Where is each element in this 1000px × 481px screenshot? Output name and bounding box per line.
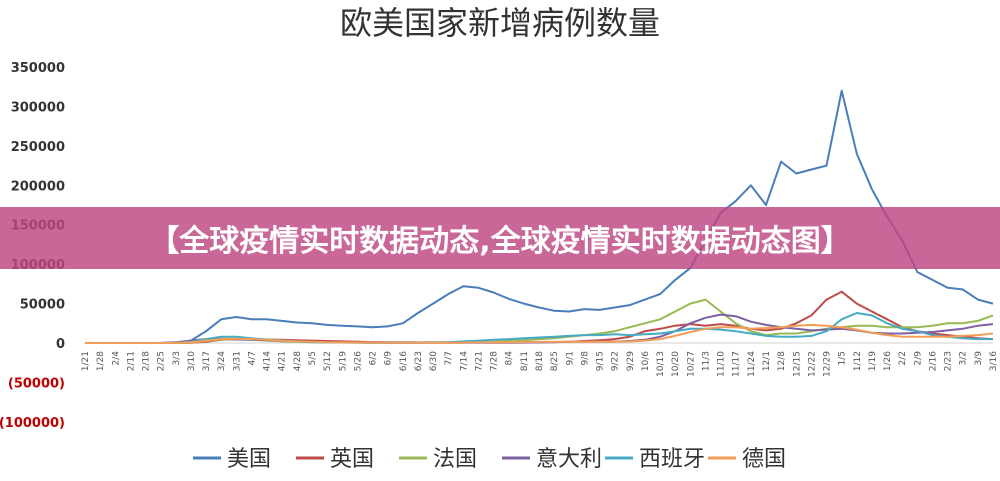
x-tick-label: 1/21 [81, 351, 91, 371]
x-tick-label: 8/11 [520, 351, 530, 371]
x-tick-label: 12/1 [762, 351, 772, 371]
x-tick-label: 7/14 [459, 351, 469, 371]
x-tick-label: 2/16 [928, 351, 938, 371]
y-tick-label: 350000 [11, 61, 65, 76]
x-tick-label: 3/9 [974, 351, 984, 366]
legend-label: 德国 [742, 447, 786, 472]
x-tick-label: 5/5 [308, 351, 318, 365]
x-tick-label: 3/3 [172, 351, 182, 365]
x-tick-label: 1/19 [868, 351, 878, 371]
x-tick-label: 11/24 [747, 351, 757, 377]
series-line-5 [85, 312, 993, 344]
x-tick-label: 1/28 [96, 351, 106, 371]
y-tick-label: 200000 [11, 179, 65, 194]
y-tick-label: 50000 [20, 298, 65, 313]
x-axis-labels: 1/21 1/28 2/4 2/11 2/18 2/25 3/3 3/10 3/17 3/24 3/… [81, 351, 999, 377]
banner-text: 【全球疫情实时数据动态,全球疫情实时数据动态图】 [149, 224, 851, 259]
x-tick-label: 1/12 [853, 351, 863, 371]
x-tick-label: 2/9 [913, 351, 923, 366]
x-tick-label: 2/11 [126, 351, 136, 371]
x-tick-label: 9/1 [565, 351, 575, 365]
legend-label: 英国 [330, 447, 374, 472]
series-lines [85, 89, 994, 344]
series-line-1 [85, 89, 994, 344]
legend: 美国 英国 法国 意大利 西班牙 德国 [193, 447, 786, 472]
y-tick-label: (50000) [8, 376, 65, 391]
x-tick-label: 9/22 [611, 351, 621, 371]
x-tick-label: 10/6 [641, 351, 651, 371]
y-tick-label: 300000 [11, 100, 65, 115]
x-tick-label: 6/2 [369, 351, 379, 365]
x-tick-label: 5/12 [323, 351, 333, 371]
x-tick-label: 4/28 [293, 351, 303, 371]
x-tick-label: 7/28 [490, 351, 500, 371]
x-tick-label: 4/7 [247, 351, 257, 365]
x-tick-label: 2/18 [142, 351, 152, 371]
legend-label: 西班牙 [639, 447, 705, 472]
x-tick-label: 1/5 [838, 351, 848, 365]
x-tick-label: 10/13 [656, 351, 666, 377]
x-tick-label: 11/10 [717, 351, 727, 377]
y-tick-label: (100000) [0, 416, 65, 431]
x-tick-label: 6/30 [429, 351, 439, 371]
x-tick-label: 4/21 [278, 351, 288, 371]
x-tick-label: 3/31 [232, 351, 242, 371]
x-tick-label: 11/17 [732, 351, 742, 377]
x-tick-label: 2/25 [157, 351, 167, 371]
x-tick-label: 8/4 [505, 351, 515, 366]
x-tick-label: 12/15 [792, 351, 802, 377]
x-tick-label: 5/19 [338, 351, 348, 371]
x-tick-label: 9/29 [626, 351, 636, 371]
x-tick-label: 3/24 [217, 351, 227, 371]
x-tick-label: 10/20 [671, 351, 681, 377]
x-tick-label: 6/23 [414, 351, 424, 371]
series-line-2 [85, 290, 994, 344]
x-tick-label: 10/27 [686, 351, 696, 377]
x-tick-label: 1/26 [883, 351, 893, 371]
x-tick-label: 9/15 [596, 351, 606, 371]
legend-label: 美国 [227, 447, 271, 472]
series-line-6 [85, 323, 994, 344]
x-tick-label: 8/18 [535, 351, 545, 371]
y-tick-label: 250000 [11, 140, 65, 155]
x-tick-label: 12/8 [777, 351, 787, 371]
overlay-banner: 【全球疫情实时数据动态,全球疫情实时数据动态图】 [0, 207, 1000, 269]
chart-title: 欧美国家新增病例数量 [340, 4, 660, 42]
x-tick-label: 4/14 [263, 351, 273, 371]
x-tick-label: 2/2 [898, 351, 908, 365]
x-tick-label: 12/29 [823, 351, 833, 377]
x-tick-label: 3/17 [202, 351, 212, 371]
x-tick-label: 7/7 [444, 351, 454, 365]
x-tick-label: 8/25 [550, 351, 560, 371]
x-tick-label: 2/23 [944, 351, 954, 371]
x-tick-label: 2/4 [111, 351, 121, 366]
x-tick-label: 7/21 [474, 351, 484, 371]
legend-label: 意大利 [536, 447, 602, 472]
legend-label: 法国 [433, 447, 477, 472]
x-tick-label: 3/10 [187, 351, 197, 371]
x-tick-label: 11/3 [701, 351, 711, 371]
y-tick-label: 0 [56, 337, 65, 352]
x-tick-label: 5/26 [353, 351, 363, 371]
x-tick-label: 9/8 [580, 351, 590, 366]
x-tick-label: 12/22 [807, 351, 817, 377]
x-tick-label: 3/16 [989, 351, 999, 371]
x-tick-label: 6/16 [399, 351, 409, 371]
x-tick-label: 6/9 [384, 351, 394, 366]
x-tick-label: 3/2 [959, 351, 969, 365]
